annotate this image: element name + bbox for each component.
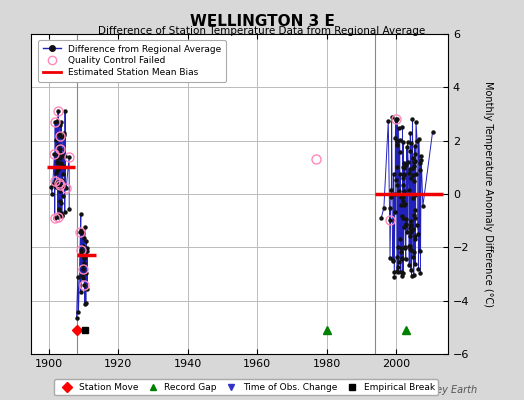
Text: Difference of Station Temperature Data from Regional Average: Difference of Station Temperature Data f… (99, 26, 425, 36)
Legend: Difference from Regional Average, Quality Control Failed, Estimated Station Mean: Difference from Regional Average, Qualit… (38, 40, 226, 82)
Y-axis label: Monthly Temperature Anomaly Difference (°C): Monthly Temperature Anomaly Difference (… (483, 81, 493, 307)
Text: Berkeley Earth: Berkeley Earth (405, 385, 477, 395)
Legend: Station Move, Record Gap, Time of Obs. Change, Empirical Break: Station Move, Record Gap, Time of Obs. C… (54, 379, 438, 396)
Text: WELLINGTON 3 E: WELLINGTON 3 E (190, 14, 334, 29)
